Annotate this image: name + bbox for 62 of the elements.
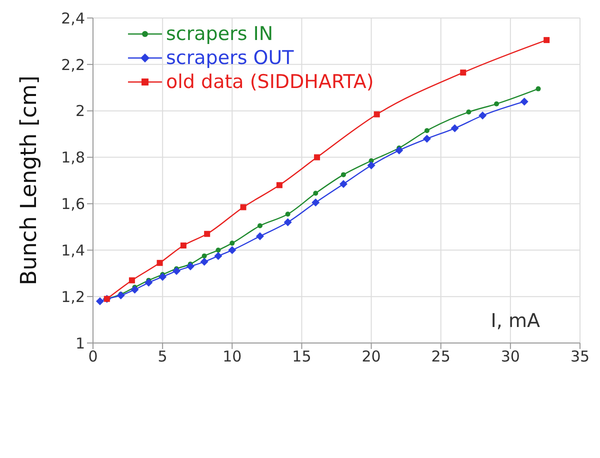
point [204, 230, 210, 237]
y-tick-label: 2,2 [61, 56, 85, 74]
point [200, 258, 208, 266]
point [284, 218, 292, 226]
y-tick-label: 2,4 [61, 9, 85, 28]
point [466, 110, 472, 115]
point [96, 297, 104, 306]
x-tick-label: 15 [292, 348, 312, 366]
point [520, 98, 528, 106]
point [230, 240, 235, 246]
x-tick-label: 0 [88, 348, 98, 366]
point [422, 134, 431, 143]
y-tick-label: 1 [75, 334, 85, 352]
point [130, 286, 139, 294]
point [128, 277, 135, 284]
point [158, 272, 167, 281]
x-tick-label: 25 [431, 348, 450, 366]
point [478, 112, 487, 120]
point [450, 124, 459, 132]
x-tick-label: 10 [222, 348, 242, 366]
y-tick-label: 1,2 [61, 288, 85, 306]
point [276, 182, 282, 188]
point [314, 154, 320, 160]
x-axis-title: I, mA [490, 310, 540, 332]
x-tick-label: 5 [158, 348, 168, 366]
y-tick-label: 1,8 [61, 148, 85, 167]
point [494, 101, 500, 106]
point [536, 86, 541, 92]
point [395, 146, 404, 154]
point [228, 246, 236, 254]
point [340, 172, 346, 178]
point [374, 111, 380, 118]
point [312, 198, 320, 207]
legend-label: scrapers IN [166, 22, 274, 46]
point [202, 253, 207, 258]
x-tick-label: 35 [570, 348, 590, 366]
point [460, 70, 466, 76]
point [367, 161, 376, 170]
point [339, 180, 348, 188]
point [216, 248, 221, 253]
x-tick-label: 20 [362, 348, 381, 366]
point [544, 37, 550, 44]
y-axis-title: Bunch Length [cm] [16, 76, 42, 286]
point [257, 223, 262, 228]
point [186, 262, 194, 270]
point [172, 267, 180, 276]
point [313, 190, 318, 196]
x-tick-label: 30 [500, 348, 520, 366]
legend-label: scrapers OUT [166, 46, 294, 70]
point [214, 252, 222, 260]
point [240, 204, 246, 210]
y-tick-label: 1,4 [61, 241, 85, 260]
point [180, 242, 186, 248]
point [424, 128, 430, 134]
y-tick-label: 1,6 [61, 195, 85, 214]
legend-label: old data (SIDDHARTA) [166, 70, 374, 94]
point [256, 232, 264, 240]
point [156, 260, 163, 266]
y-tick-label: 2 [75, 102, 85, 120]
point [285, 212, 290, 217]
point [144, 278, 153, 287]
point [116, 291, 125, 300]
